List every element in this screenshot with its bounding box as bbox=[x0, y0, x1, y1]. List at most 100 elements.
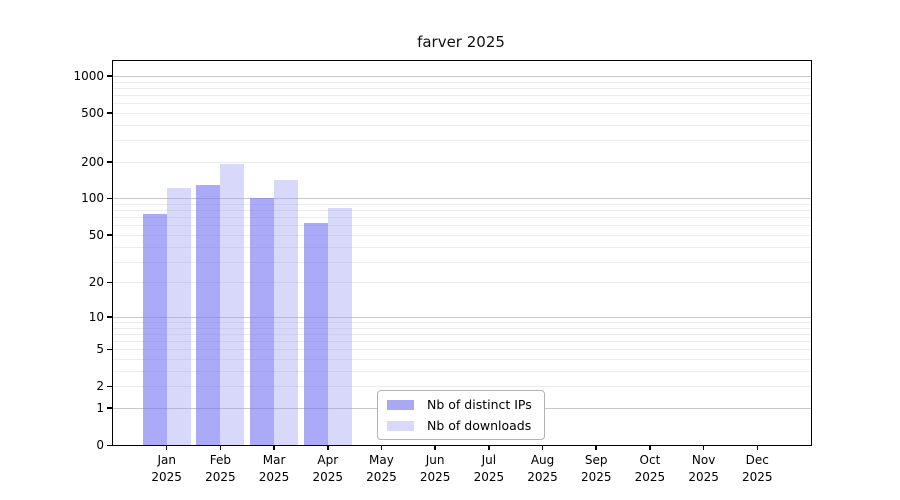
x-tick-mark bbox=[756, 446, 759, 450]
x-tick-label: Nov 2025 bbox=[674, 452, 734, 486]
y-tick-label: 1000 bbox=[73, 68, 104, 83]
minor-gridline bbox=[113, 333, 811, 335]
month-year: 2025 bbox=[419, 470, 451, 484]
month-name: Oct bbox=[639, 453, 661, 467]
minor-gridline bbox=[113, 282, 811, 284]
x-tick-mark bbox=[273, 446, 275, 450]
y-tick-label: 50 bbox=[88, 227, 104, 242]
y-tick-mark bbox=[107, 234, 113, 236]
month-name: Feb bbox=[209, 453, 231, 467]
month-name: Nov bbox=[691, 453, 716, 467]
minor-gridline bbox=[113, 204, 811, 206]
x-tick-label: Mar 2025 bbox=[244, 452, 304, 486]
y-tick-mark bbox=[107, 316, 113, 318]
y-tick-label: 200 bbox=[81, 154, 104, 169]
minor-gridline bbox=[113, 225, 811, 227]
minor-gridline bbox=[113, 261, 811, 263]
legend-item: Nb of distinct IPs bbox=[378, 395, 544, 414]
y-tick-mark bbox=[107, 112, 113, 114]
month-name: May bbox=[369, 453, 394, 467]
bar-distinct-ips bbox=[250, 198, 275, 445]
y-tick-label: 10 bbox=[88, 309, 104, 324]
y-tick-mark bbox=[107, 75, 113, 77]
month-year: 2025 bbox=[742, 470, 773, 484]
minor-gridline bbox=[113, 210, 811, 212]
minor-gridline bbox=[113, 370, 811, 372]
x-tick-mark bbox=[219, 446, 222, 450]
month-year: 2025 bbox=[473, 470, 505, 484]
minor-gridline bbox=[113, 327, 811, 329]
y-tick-label: 20 bbox=[88, 275, 104, 290]
x-tick-mark bbox=[541, 446, 544, 450]
minor-gridline bbox=[113, 94, 811, 96]
x-tick-mark bbox=[380, 446, 383, 450]
legend-item: Nb of downloads bbox=[378, 416, 544, 435]
y-tick-mark bbox=[107, 281, 113, 284]
legend-label: Nb of downloads bbox=[427, 418, 532, 433]
minor-gridline bbox=[113, 140, 811, 142]
month-year: 2025 bbox=[366, 470, 397, 484]
y-tick-mark bbox=[107, 197, 113, 200]
minor-gridline bbox=[113, 359, 811, 361]
y-tick-label: 500 bbox=[81, 105, 104, 120]
minor-gridline bbox=[113, 103, 811, 105]
month-year: 2025 bbox=[205, 470, 236, 484]
x-tick-label: Aug 2025 bbox=[513, 452, 573, 486]
x-tick-label: Sep 2025 bbox=[566, 452, 626, 486]
x-tick-label: Jan 2025 bbox=[137, 452, 197, 486]
x-tick-label: Jun 2025 bbox=[405, 452, 465, 486]
x-tick-mark bbox=[649, 446, 651, 450]
month-name: Apr bbox=[317, 453, 339, 467]
x-tick-label: Feb 2025 bbox=[190, 452, 250, 486]
major-gridline bbox=[113, 75, 811, 77]
minor-gridline bbox=[113, 87, 811, 89]
bar-downloads bbox=[166, 187, 191, 445]
major-gridline bbox=[113, 316, 811, 318]
major-gridline bbox=[113, 198, 811, 200]
minor-gridline bbox=[113, 217, 811, 219]
minor-gridline bbox=[113, 349, 811, 351]
y-tick-label: 1 bbox=[96, 400, 104, 415]
legend: Nb of distinct IPs Nb of downloads bbox=[377, 390, 545, 440]
y-tick-mark bbox=[107, 407, 113, 409]
bar-downloads bbox=[327, 208, 352, 445]
y-tick-mark bbox=[107, 444, 113, 446]
minor-gridline bbox=[113, 161, 811, 163]
month-year: 2025 bbox=[527, 470, 558, 484]
month-year: 2025 bbox=[151, 470, 182, 484]
x-tick-mark bbox=[327, 446, 329, 450]
bar-distinct-ips bbox=[303, 222, 328, 445]
y-tick-label: 0 bbox=[96, 438, 104, 452]
bar-distinct-ips bbox=[142, 213, 167, 445]
minor-gridline bbox=[113, 81, 811, 83]
month-year: 2025 bbox=[312, 470, 344, 484]
x-tick-mark bbox=[595, 446, 597, 450]
month-name: Jul bbox=[481, 453, 497, 467]
month-name: Dec bbox=[745, 453, 769, 467]
month-name: Aug bbox=[530, 453, 555, 467]
minor-gridline bbox=[113, 322, 811, 323]
bar-downloads bbox=[274, 179, 299, 445]
minor-gridline bbox=[113, 234, 811, 236]
y-tick-mark bbox=[107, 385, 113, 388]
y-tick-mark bbox=[107, 161, 113, 163]
y-tick-mark bbox=[107, 348, 113, 351]
x-tick-mark bbox=[165, 446, 168, 450]
x-tick-label: Jul 2025 bbox=[459, 452, 519, 486]
month-name: Sep bbox=[584, 453, 608, 467]
minor-gridline bbox=[113, 246, 811, 248]
month-year: 2025 bbox=[580, 470, 612, 484]
distinct-ips-swatch bbox=[387, 399, 414, 410]
minor-gridline bbox=[113, 341, 811, 343]
month-name: Jan bbox=[157, 453, 176, 467]
x-tick-mark bbox=[434, 446, 436, 450]
x-tick-label: Dec 2025 bbox=[727, 452, 787, 486]
x-tick-label: Oct 2025 bbox=[620, 452, 680, 486]
downloads-swatch bbox=[387, 420, 414, 431]
x-tick-mark bbox=[488, 446, 490, 450]
chart-title: farver 2025 bbox=[417, 33, 505, 51]
minor-gridline bbox=[113, 124, 811, 126]
y-tick-label: 100 bbox=[81, 191, 104, 206]
month-name: Mar bbox=[262, 453, 286, 467]
